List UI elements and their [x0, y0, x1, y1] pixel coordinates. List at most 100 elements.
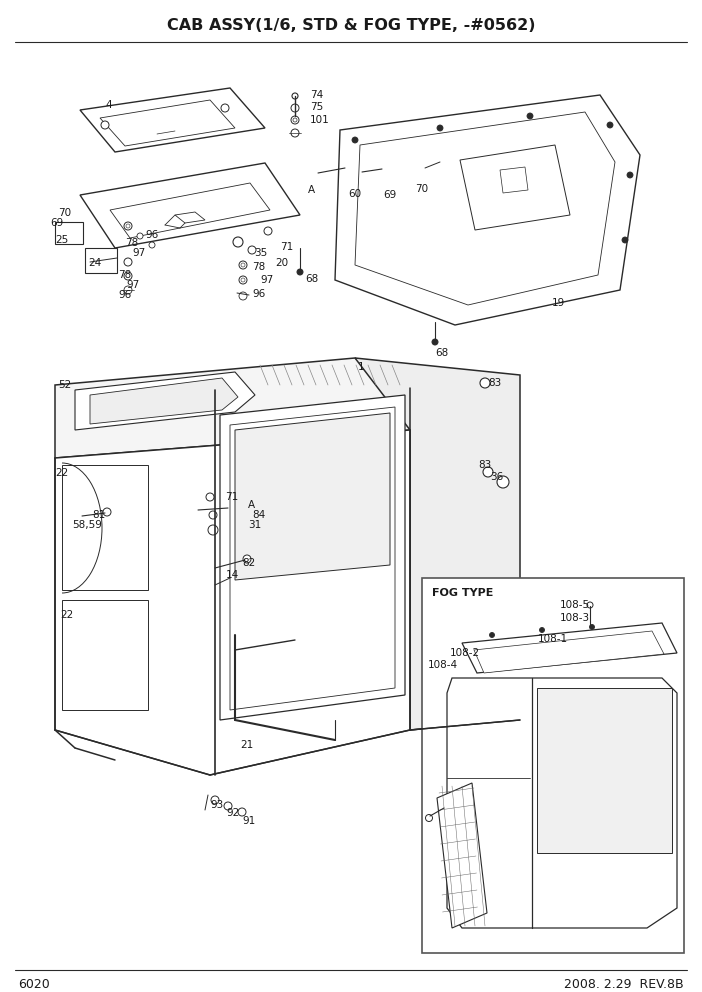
Circle shape — [437, 125, 443, 131]
Polygon shape — [80, 163, 300, 248]
Text: 71: 71 — [225, 492, 238, 502]
Text: 84: 84 — [252, 510, 265, 520]
Polygon shape — [55, 430, 410, 775]
Text: 68: 68 — [435, 348, 449, 358]
Circle shape — [224, 802, 232, 810]
Text: 108-2: 108-2 — [450, 648, 480, 658]
Circle shape — [590, 625, 595, 630]
Circle shape — [239, 261, 247, 269]
Circle shape — [124, 286, 132, 294]
Text: 35: 35 — [254, 248, 267, 258]
Bar — [422, 578, 684, 953]
Polygon shape — [55, 358, 410, 458]
Circle shape — [432, 339, 438, 345]
Circle shape — [241, 278, 245, 282]
Text: 74: 74 — [310, 90, 323, 100]
Circle shape — [293, 118, 297, 122]
Polygon shape — [355, 358, 520, 730]
Circle shape — [101, 121, 109, 129]
Text: CAB ASSY(1/6, STD & FOG TYPE, -#0562): CAB ASSY(1/6, STD & FOG TYPE, -#0562) — [167, 18, 535, 33]
Polygon shape — [500, 167, 528, 193]
Text: 108-4: 108-4 — [428, 660, 458, 670]
Text: 31: 31 — [248, 520, 261, 530]
Polygon shape — [90, 378, 238, 424]
Circle shape — [292, 93, 298, 99]
Text: 69: 69 — [383, 190, 396, 200]
Text: 108-3: 108-3 — [560, 613, 590, 623]
Text: 70: 70 — [415, 184, 428, 194]
Text: 101: 101 — [310, 115, 330, 125]
Polygon shape — [175, 212, 205, 223]
Polygon shape — [437, 783, 487, 928]
Polygon shape — [355, 112, 615, 305]
Bar — [85, 248, 117, 273]
Polygon shape — [474, 631, 664, 673]
Circle shape — [352, 137, 358, 143]
Text: 83: 83 — [488, 378, 501, 388]
Circle shape — [527, 113, 533, 119]
Polygon shape — [62, 600, 148, 710]
Text: 22: 22 — [55, 468, 68, 478]
Circle shape — [208, 525, 218, 535]
Text: 96: 96 — [145, 230, 158, 240]
Text: A: A — [248, 500, 255, 510]
Circle shape — [137, 233, 143, 239]
Circle shape — [233, 237, 243, 247]
Polygon shape — [460, 145, 570, 230]
Circle shape — [221, 104, 229, 112]
Circle shape — [627, 172, 633, 178]
Text: 36: 36 — [490, 472, 503, 482]
Text: 70: 70 — [58, 208, 71, 218]
Circle shape — [380, 165, 388, 172]
Text: 108-5: 108-5 — [560, 600, 590, 610]
Circle shape — [291, 104, 299, 112]
Circle shape — [124, 222, 132, 230]
Text: 19: 19 — [552, 298, 565, 308]
Circle shape — [622, 237, 628, 243]
Text: 78: 78 — [118, 270, 131, 280]
Text: 92: 92 — [226, 808, 239, 818]
Text: 97: 97 — [132, 248, 145, 258]
Circle shape — [344, 163, 352, 171]
Text: 91: 91 — [242, 816, 256, 826]
Circle shape — [211, 796, 219, 804]
Text: 75: 75 — [310, 102, 323, 112]
Polygon shape — [220, 395, 405, 720]
Text: 93: 93 — [210, 800, 223, 810]
Circle shape — [238, 808, 246, 816]
Text: 82: 82 — [242, 558, 256, 568]
Text: 78: 78 — [252, 262, 265, 272]
Text: A: A — [308, 185, 315, 195]
Circle shape — [209, 511, 217, 519]
Text: 69: 69 — [50, 218, 63, 228]
Circle shape — [489, 633, 494, 638]
Circle shape — [206, 493, 214, 501]
Text: 20: 20 — [275, 258, 288, 268]
Polygon shape — [110, 183, 270, 238]
Text: 71: 71 — [280, 242, 293, 252]
Circle shape — [402, 169, 408, 175]
Circle shape — [124, 258, 132, 266]
Polygon shape — [235, 413, 390, 580]
Circle shape — [483, 467, 493, 477]
Polygon shape — [447, 678, 677, 928]
Polygon shape — [100, 100, 235, 146]
Text: 81: 81 — [92, 510, 105, 520]
Text: 97: 97 — [260, 275, 273, 285]
Text: 2008. 2.29  REV.8B: 2008. 2.29 REV.8B — [564, 978, 684, 991]
Circle shape — [103, 508, 111, 516]
Text: 96: 96 — [118, 290, 131, 300]
Text: 1: 1 — [358, 362, 364, 372]
Text: 78: 78 — [125, 238, 138, 248]
Text: FOG TYPE: FOG TYPE — [432, 588, 494, 598]
Text: 97: 97 — [126, 280, 139, 290]
Circle shape — [264, 227, 272, 235]
Circle shape — [239, 276, 247, 284]
Text: 68: 68 — [305, 274, 318, 284]
Circle shape — [149, 242, 155, 248]
Polygon shape — [230, 407, 395, 710]
Text: 96: 96 — [252, 289, 265, 299]
Circle shape — [124, 272, 132, 280]
Circle shape — [425, 814, 432, 821]
Text: 108-1: 108-1 — [538, 634, 568, 644]
